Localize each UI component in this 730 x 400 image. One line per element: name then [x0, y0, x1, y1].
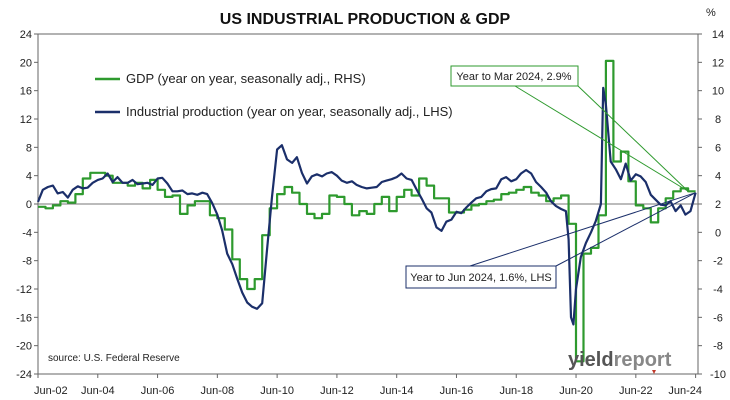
- chart-title: US INDUSTRIAL PRODUCTION & GDP: [220, 11, 511, 28]
- right-tick-label: 12: [712, 57, 724, 69]
- left-tick-label: 20: [20, 57, 32, 69]
- x-axis: Jun-02 Jun-04 Jun-06 Jun-08 Jun-10 Jun-12 Jun-…: [34, 374, 702, 397]
- left-tick-label: 24: [20, 29, 32, 41]
- x-tick-label: Jun-14: [380, 385, 414, 397]
- right-tick-label: 4: [715, 171, 721, 183]
- annotation-ip-leader: [555, 192, 696, 267]
- yieldreport-logo: yieldreport: [568, 349, 672, 371]
- left-tick-label: -24: [16, 369, 32, 381]
- left-tick-label: -8: [22, 256, 32, 268]
- legend-ip-label: Industrial production (year on year, sea…: [126, 104, 453, 119]
- series-layer: [36, 59, 697, 363]
- left-tick-label: -4: [22, 227, 32, 239]
- left-tick-label: 16: [20, 86, 32, 98]
- x-tick-label: Jun-02: [34, 385, 68, 397]
- x-tick-label: Jun-18: [499, 385, 533, 397]
- source-note: source: U.S. Federal Reserve: [48, 353, 180, 364]
- right-tick-label: 14: [712, 29, 724, 41]
- logo-marker-icon: [652, 370, 656, 374]
- logo-word-report: report: [614, 349, 672, 371]
- left-tick-label: -20: [16, 341, 32, 353]
- legend: GDP (year on year, seasonally adj., RHS)…: [95, 71, 453, 119]
- left-tick-label: 4: [26, 171, 32, 183]
- right-tick-label: 6: [715, 142, 721, 154]
- x-tick-label: Jun-06: [141, 385, 175, 397]
- logo-word-yield: yield: [568, 349, 614, 371]
- left-tick-label: 8: [26, 142, 32, 154]
- right-tick-label: -8: [713, 341, 723, 353]
- x-tick-label: Jun-10: [260, 385, 294, 397]
- right-tick-label: 0: [715, 227, 721, 239]
- annotation-ip-leader: [469, 192, 696, 267]
- x-tick-label: Jun-22: [619, 385, 653, 397]
- left-axis: 24 20 16 12 8 4 0 -4 -8 -12 -16 -20 -24: [16, 29, 38, 381]
- gdp-series-line: [38, 59, 696, 363]
- x-tick-label: Jun-16: [440, 385, 474, 397]
- left-tick-label: -16: [16, 312, 32, 324]
- x-tick-label: Jun-20: [559, 385, 593, 397]
- annotation-ip: Year to Jun 2024, 1.6%, LHS: [405, 265, 557, 289]
- right-axis: 14 12 10 8 6 4 2 0 -2 -4 -6 -8 -10: [698, 29, 726, 381]
- left-tick-label: 0: [26, 199, 32, 211]
- right-tick-label: -4: [713, 284, 723, 296]
- annotation-gdp-text: Year to Mar 2024, 2.9%: [456, 71, 571, 83]
- right-axis-unit: %: [706, 7, 716, 19]
- right-tick-label: 2: [715, 199, 721, 211]
- svg-text:yieldreport: yieldreport: [568, 349, 672, 371]
- x-tick-label: Jun-04: [81, 385, 115, 397]
- annotation-ip-box: [405, 265, 557, 289]
- right-tick-label: -6: [713, 312, 723, 324]
- x-tick-label: Jun-24: [668, 385, 702, 397]
- x-tick-label: Jun-12: [320, 385, 354, 397]
- industrial-production-series-line: [36, 86, 697, 326]
- x-tick-label: Jun-08: [201, 385, 235, 397]
- right-tick-label: -10: [710, 369, 726, 381]
- right-tick-label: -2: [713, 256, 723, 268]
- annotation-gdp-box: [450, 65, 579, 87]
- right-tick-label: 10: [712, 86, 724, 98]
- legend-gdp-label: GDP (year on year, seasonally adj., RHS): [126, 71, 366, 86]
- left-tick-label: -12: [16, 284, 32, 296]
- annotation-gdp-leader: [514, 85, 689, 192]
- left-tick-label: 12: [20, 114, 32, 126]
- right-tick-label: 8: [715, 114, 721, 126]
- annotation-ip-text: Year to Jun 2024, 1.6%, LHS: [410, 272, 551, 284]
- annotation-gdp: Year to Mar 2024, 2.9%: [450, 65, 579, 87]
- annotation-gdp-leader: [577, 85, 689, 192]
- annotation-leaders: [469, 85, 696, 267]
